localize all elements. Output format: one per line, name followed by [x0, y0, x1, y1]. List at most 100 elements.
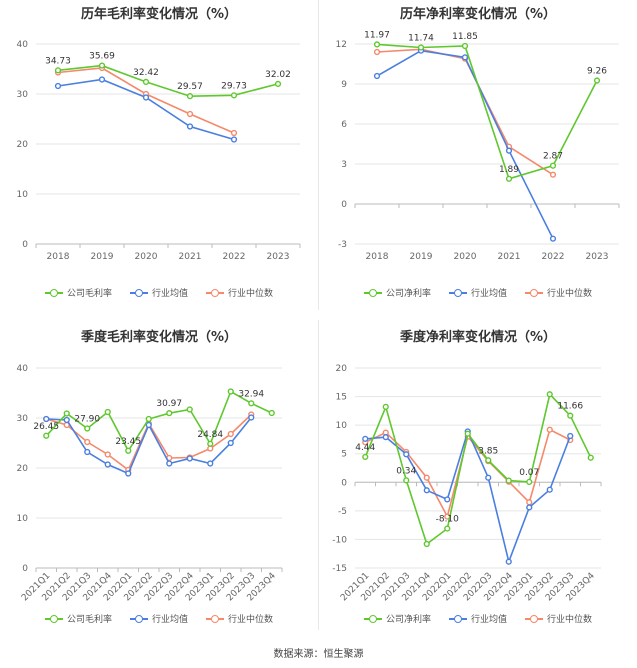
- data-point-avg: [567, 432, 574, 440]
- data-point-company: [417, 44, 425, 51]
- data-point-company: [142, 78, 150, 86]
- data-label: 29.57: [177, 82, 203, 92]
- vertical-divider: [318, 320, 319, 630]
- legend-item-avg[interactable]: 行业均值: [129, 612, 188, 625]
- chart-legend: 公司净利率 行业均值 行业中位数: [319, 612, 637, 625]
- data-label: 26.45: [33, 422, 59, 432]
- y-tick-label: -3: [338, 240, 347, 250]
- data-point-company: [593, 77, 601, 84]
- data-label: 24.84: [197, 430, 223, 440]
- data-point-company: [98, 62, 106, 69]
- legend-swatch-icon: [129, 614, 148, 624]
- y-tick-label: 20: [336, 364, 348, 374]
- y-tick-label: 30: [17, 90, 29, 100]
- x-tick-label: 2020: [135, 252, 158, 262]
- data-label: 32.42: [133, 68, 159, 78]
- x-tick-label: 2023: [586, 252, 609, 262]
- data-label: 30.97: [156, 399, 182, 409]
- data-label: 2.87: [543, 152, 563, 162]
- legend-item-median[interactable]: 行业中位数: [206, 286, 273, 299]
- series-line-company: [45, 390, 273, 453]
- legend-swatch-icon: [525, 614, 543, 624]
- data-point-avg: [84, 448, 91, 456]
- data-point-avg: [382, 434, 389, 441]
- data-point-avg: [403, 451, 410, 458]
- legend-item-company[interactable]: 公司净利率: [363, 612, 431, 625]
- series-line-company: [376, 43, 598, 180]
- data-point-median: [230, 129, 238, 137]
- y-tick-label: 15: [336, 393, 347, 403]
- data-point-avg: [526, 504, 533, 511]
- y-tick-label: 0: [22, 240, 28, 250]
- y-tick-label: 6: [341, 120, 347, 130]
- data-point-median: [227, 430, 234, 438]
- y-tick-label: 0: [341, 478, 347, 488]
- data-label: 4.44: [355, 443, 375, 453]
- data-point-company: [505, 477, 512, 484]
- legend-item-median[interactable]: 行业中位数: [206, 612, 273, 625]
- data-point-company: [207, 440, 214, 447]
- data-point-avg: [207, 460, 214, 467]
- data-point-avg: [248, 414, 255, 421]
- chart-plot-quarterly-gross: 0102030402021Q12021Q22021Q32021Q42022Q12…: [17, 364, 283, 603]
- data-point-company: [274, 80, 282, 88]
- data-point-avg: [142, 94, 150, 101]
- data-point-median: [546, 426, 553, 433]
- chart-panel-annual-net: 历年净利率变化情况（%） -3 0 3 6 9 12 2018 2019 2020 2021 202…: [319, 0, 637, 310]
- legend-item-avg[interactable]: 行业均值: [129, 286, 188, 299]
- legend-item-avg[interactable]: 行业均值: [448, 286, 507, 299]
- data-label: 0.07: [519, 468, 539, 478]
- chart-plot-annual-net: -3 0 3 6 9 12 2018 2019 2020 2021 2022 2023 11.97 11.…: [336, 30, 620, 262]
- y-tick-label: 9: [341, 80, 347, 90]
- y-tick-label: -10: [332, 535, 347, 545]
- y-tick-label: 40: [17, 364, 29, 374]
- data-label: 11.85: [452, 32, 478, 42]
- data-point-avg: [54, 82, 62, 90]
- data-point-company: [587, 454, 594, 461]
- legend-item-median[interactable]: 行业中位数: [525, 286, 592, 299]
- x-tick-label: 2021: [498, 252, 521, 262]
- data-point-company: [63, 410, 70, 417]
- data-point-avg: [145, 421, 152, 429]
- x-tick-label: 2019: [91, 252, 114, 262]
- data-point-avg: [186, 123, 194, 130]
- data-label: 0.34: [396, 466, 416, 476]
- y-tick-label: 0: [341, 200, 347, 210]
- data-point-company: [186, 406, 193, 413]
- legend-item-median[interactable]: 行业中位数: [525, 612, 592, 625]
- chart-panel-quarterly-gross: 季度毛利率变化情况（%） 0 10 20 30 40 2021Q1 2021Q2 2021Q3…: [0, 320, 318, 630]
- y-tick-label: 10: [17, 190, 29, 200]
- data-point-avg: [373, 72, 381, 80]
- y-tick-label: 10: [17, 514, 29, 524]
- chart-title: 季度毛利率变化情况（%）: [80, 330, 238, 345]
- legend-item-avg[interactable]: 行业均值: [448, 612, 507, 625]
- data-point-company: [145, 415, 152, 423]
- y-tick-label: -5: [338, 507, 347, 517]
- data-point-company: [461, 42, 469, 50]
- legend-swatch-icon: [44, 288, 63, 298]
- data-point-company: [230, 92, 238, 99]
- data-point-company: [549, 162, 557, 169]
- data-point-company: [268, 409, 275, 417]
- data-point-company: [526, 478, 533, 485]
- data-point-avg: [546, 486, 553, 493]
- legend-item-company[interactable]: 公司毛利率: [44, 612, 112, 625]
- x-tick-label: 2018: [366, 252, 389, 262]
- data-point-median: [186, 110, 194, 118]
- data-point-avg: [461, 54, 469, 61]
- data-point-avg: [104, 461, 111, 468]
- data-point-median: [84, 438, 91, 446]
- chart-title: 历年毛利率变化情况（%）: [80, 7, 238, 22]
- y-tick-label: 30: [17, 414, 29, 424]
- chart-title: 季度净利率变化情况（%）: [399, 330, 557, 345]
- series-line-median: [376, 48, 554, 176]
- data-label: 32.94: [238, 389, 264, 399]
- chart-panel-quarterly-net: 季度净利率变化情况（%） -15 -10 -5 0 5 10 15 20 2021Q1 2021Q…: [319, 320, 637, 630]
- data-point-median: [526, 499, 533, 506]
- data-label: 11.66: [557, 402, 583, 412]
- x-tick-label: 2023: [267, 252, 290, 262]
- data-point-avg: [444, 496, 451, 503]
- legend-item-company[interactable]: 公司净利率: [363, 286, 431, 299]
- legend-swatch-icon: [448, 614, 467, 624]
- legend-item-company[interactable]: 公司毛利率: [44, 286, 112, 299]
